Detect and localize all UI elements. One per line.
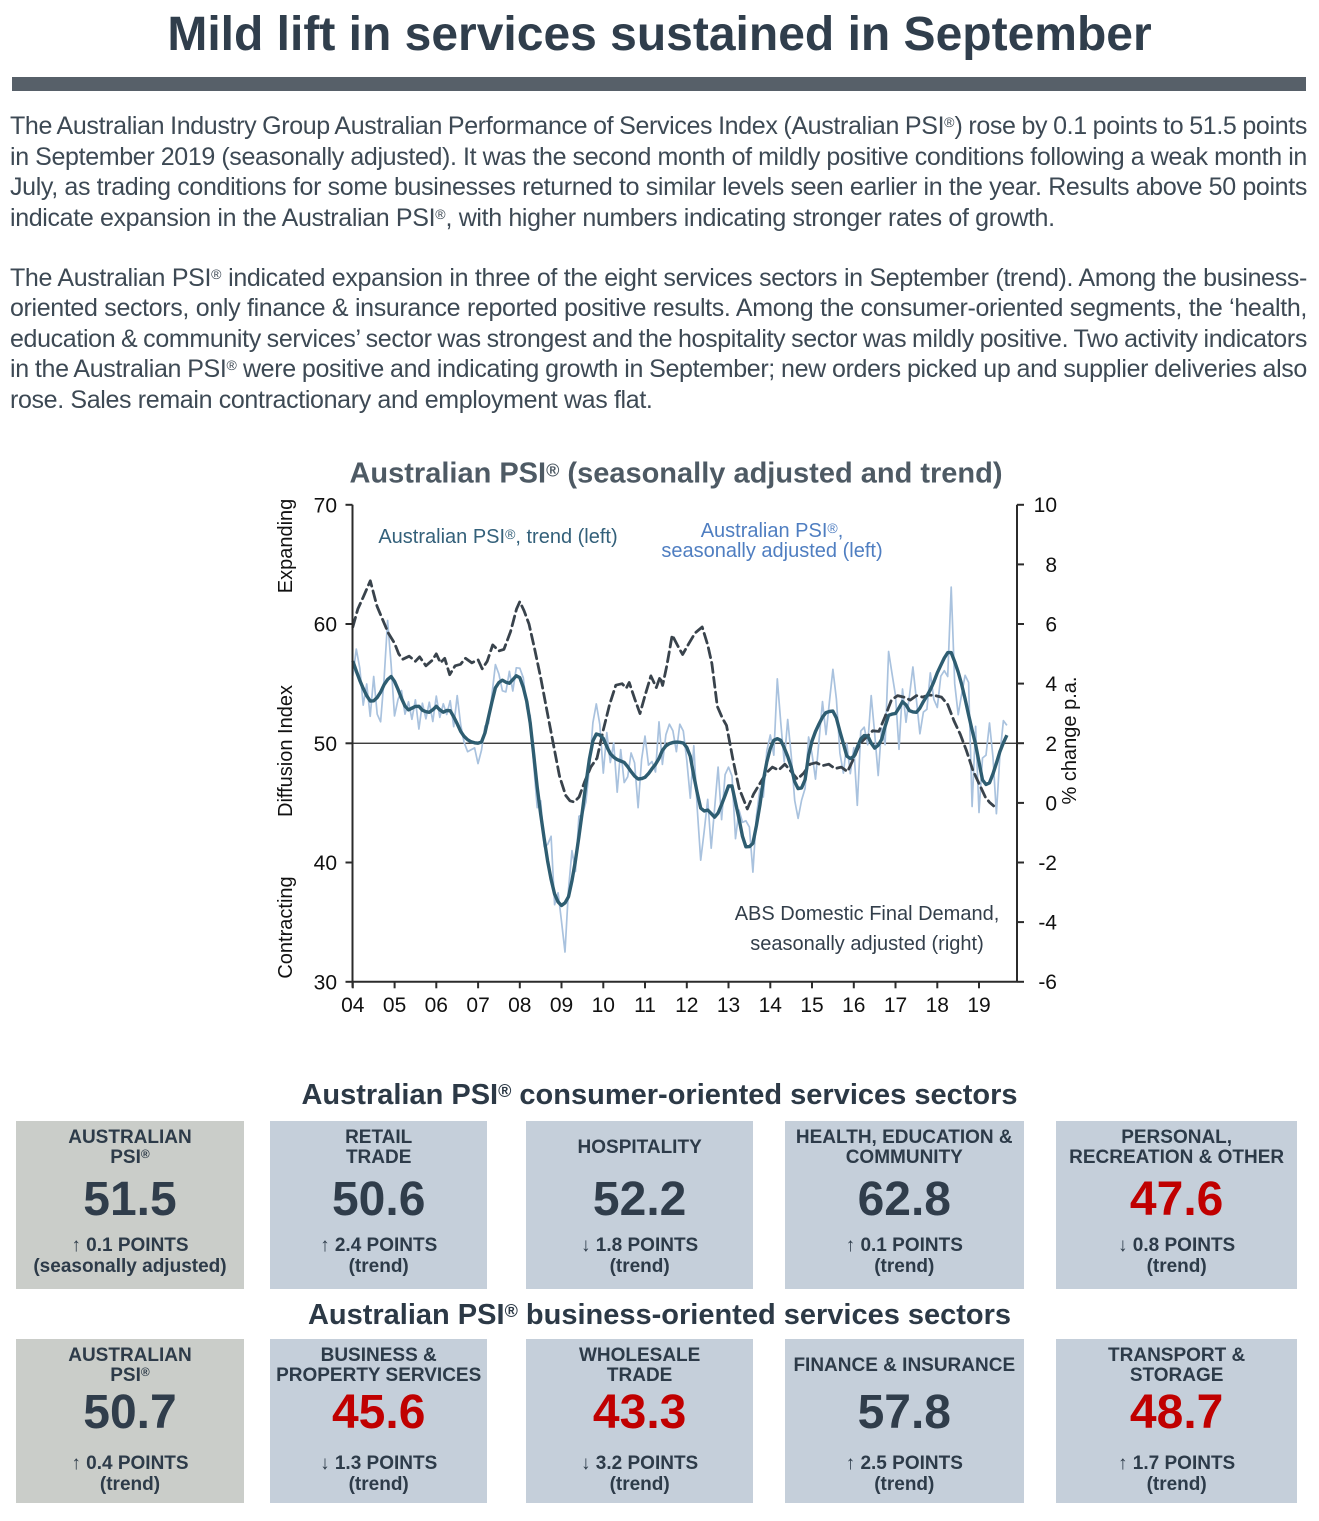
- svg-text:30: 30: [314, 971, 337, 994]
- svg-text:06: 06: [425, 994, 448, 1017]
- svg-text:50: 50: [314, 733, 337, 756]
- svg-text:04: 04: [341, 994, 365, 1017]
- svg-text:10: 10: [1034, 494, 1057, 517]
- svg-text:17: 17: [884, 994, 907, 1017]
- svg-text:4: 4: [1045, 673, 1057, 696]
- svg-text:Australian PSI® (seasonally ad: Australian PSI® (seasonally adjusted and…: [349, 458, 1002, 490]
- svg-text:13: 13: [717, 994, 740, 1017]
- svg-text:-4: -4: [1038, 912, 1057, 935]
- svg-text:14: 14: [759, 994, 783, 1017]
- svg-text:09: 09: [550, 994, 573, 1017]
- svg-text:0: 0: [1045, 792, 1057, 815]
- svg-text:60: 60: [314, 614, 337, 637]
- svg-text:Expanding: Expanding: [275, 499, 297, 594]
- svg-text:11: 11: [634, 994, 656, 1017]
- svg-text:12: 12: [675, 994, 698, 1017]
- svg-text:19: 19: [967, 994, 990, 1017]
- svg-text:-2: -2: [1038, 852, 1057, 875]
- svg-text:10: 10: [592, 994, 615, 1017]
- svg-text:% change p.a.: % change p.a.: [1059, 677, 1081, 805]
- svg-text:15: 15: [800, 994, 823, 1017]
- svg-text:ABS Domestic Final Demand,: ABS Domestic Final Demand,: [735, 903, 1000, 925]
- svg-text:08: 08: [508, 994, 531, 1017]
- svg-text:Australian PSI®, trend (left): Australian PSI®, trend (left): [378, 526, 617, 548]
- svg-text:6: 6: [1045, 614, 1057, 637]
- svg-text:16: 16: [842, 994, 865, 1017]
- svg-text:2: 2: [1045, 733, 1057, 756]
- svg-text:05: 05: [383, 994, 406, 1017]
- svg-text:Contracting: Contracting: [275, 876, 297, 978]
- svg-text:70: 70: [314, 494, 337, 517]
- svg-text:-6: -6: [1038, 971, 1057, 994]
- svg-text:Diffusion Index: Diffusion Index: [275, 685, 297, 817]
- svg-text:18: 18: [926, 994, 949, 1017]
- svg-text:seasonally adjusted (right): seasonally adjusted (right): [750, 933, 983, 955]
- svg-text:8: 8: [1045, 554, 1057, 577]
- svg-text:40: 40: [314, 852, 337, 875]
- svg-text:07: 07: [466, 994, 489, 1017]
- svg-text:Australian PSI®,: Australian PSI®,: [701, 520, 844, 542]
- svg-text:seasonally adjusted (left): seasonally adjusted (left): [661, 540, 882, 562]
